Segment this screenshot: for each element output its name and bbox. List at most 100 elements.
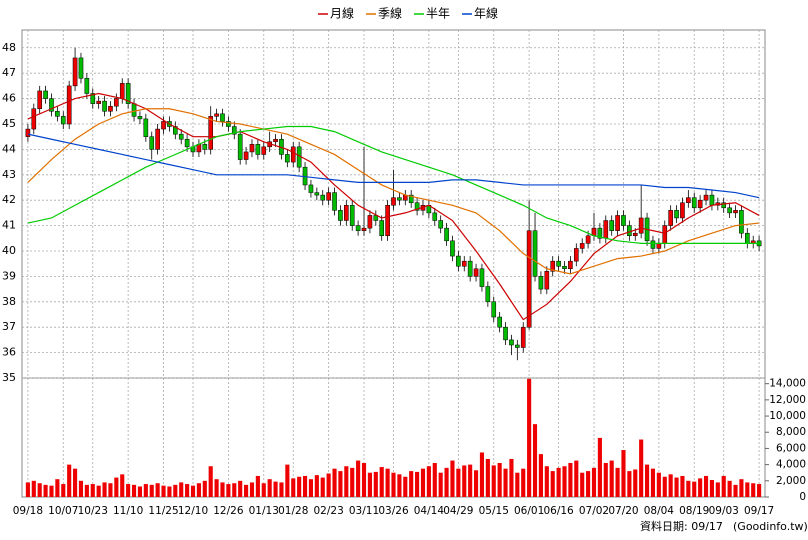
candle-body — [90, 93, 96, 104]
y-tick-label: 43 — [2, 168, 16, 181]
y-tick-label: 35 — [2, 371, 16, 384]
volume-bar — [468, 464, 473, 497]
candle-body — [261, 146, 267, 155]
y2-tick-label: 8,000 — [776, 426, 806, 438]
x-tick-label: 03/26 — [378, 505, 409, 517]
volume-bar — [291, 478, 296, 497]
candle-body — [379, 220, 385, 237]
volume-bar — [609, 460, 614, 497]
candle-body — [137, 116, 143, 120]
volume-bar — [703, 475, 709, 497]
candle-body — [556, 260, 561, 267]
x-tick-label: 07/02 — [579, 505, 609, 517]
volume-bar — [126, 484, 131, 497]
volume-bar — [568, 463, 573, 497]
candle-body — [680, 202, 685, 219]
candle-body — [131, 103, 137, 117]
candle-body — [479, 268, 485, 287]
candle-body — [668, 210, 673, 226]
candle-body — [568, 260, 573, 270]
volume-bar — [267, 479, 272, 497]
volume-bar — [491, 465, 496, 497]
volume-bar — [49, 485, 54, 497]
volume-bar — [403, 476, 408, 497]
candle-body — [125, 83, 131, 104]
moving-average-line — [27, 92, 760, 321]
candle-body — [31, 108, 37, 130]
volume-bar — [627, 471, 632, 497]
volume-bar — [550, 471, 555, 497]
candle-body — [237, 133, 243, 160]
moving-average-line — [27, 125, 760, 244]
x-tick-label: 11/10 — [113, 505, 143, 517]
x-tick-label: 06/16 — [543, 505, 574, 517]
volume-bar — [202, 480, 207, 497]
candle-body — [290, 146, 296, 163]
y-tick-label: 41 — [2, 219, 16, 232]
volume-bar — [686, 480, 691, 497]
candle-body — [308, 184, 314, 193]
volume-bar — [715, 482, 720, 497]
volume-bar — [208, 466, 213, 497]
volume-bar — [397, 474, 402, 497]
volume-bar — [650, 468, 656, 497]
volume-bar — [226, 484, 231, 497]
legend-label: 半年 — [426, 7, 450, 21]
candle-body — [344, 205, 349, 221]
candle-body — [497, 316, 502, 328]
y-tick-label: 46 — [2, 92, 16, 105]
volume-bar — [238, 480, 243, 497]
x-tick-label: 05/15 — [479, 505, 509, 517]
volume-bar — [155, 483, 160, 497]
y-tick-label: 38 — [2, 295, 16, 308]
x-tick-label: 09/17 — [744, 505, 774, 517]
volume-bar — [214, 479, 219, 497]
candle-body — [686, 197, 691, 203]
candle-body — [739, 210, 744, 234]
candle-body — [603, 220, 609, 239]
volume-bar — [344, 466, 349, 497]
x-tick-label: 12/26 — [213, 505, 244, 517]
volume-bar — [656, 472, 661, 497]
candle-body — [697, 199, 703, 209]
candle-body — [349, 205, 355, 226]
volume-bar — [485, 458, 490, 497]
volume-bar — [727, 480, 732, 497]
volume-bar — [456, 468, 461, 497]
candle-body — [532, 230, 538, 277]
volume-bar — [261, 483, 266, 497]
candle-body — [78, 57, 84, 79]
x-tick-label: 06/01 — [514, 505, 544, 517]
y-tick-label: 44 — [2, 142, 16, 155]
candle-body — [597, 227, 603, 239]
volume-bar — [597, 437, 602, 497]
y2-tick-label: 6,000 — [776, 442, 806, 454]
volume-bar — [639, 439, 644, 497]
y2-tick-label: 12,000 — [769, 394, 806, 406]
volume-bar — [373, 471, 378, 497]
volume-bar — [538, 454, 543, 497]
x-tick-label: 02/23 — [314, 505, 344, 517]
volume-bar — [367, 472, 372, 497]
volume-bar — [338, 471, 343, 497]
candle-body — [538, 276, 544, 290]
candle-body — [733, 210, 738, 214]
candle-body — [744, 232, 750, 244]
volume-bar — [391, 472, 396, 497]
volume-bar — [190, 485, 196, 497]
volume-bar — [515, 472, 520, 497]
candle-body — [72, 57, 78, 87]
volume-bar — [326, 473, 331, 497]
y2-tick-label: 4,000 — [776, 459, 806, 471]
volume-bar — [544, 466, 549, 497]
volume-bar — [185, 484, 190, 497]
volume-bar — [633, 469, 638, 497]
volume-bar — [314, 475, 319, 497]
volume-bar — [96, 485, 101, 497]
footer-date: 資料日期: 09/17 — [640, 519, 723, 533]
volume-bar — [615, 467, 620, 497]
y2-tick-label: 10,000 — [769, 410, 806, 422]
candle-body — [450, 240, 455, 257]
y2-tick-label: 0 — [799, 491, 806, 503]
volume-bar — [721, 475, 726, 497]
